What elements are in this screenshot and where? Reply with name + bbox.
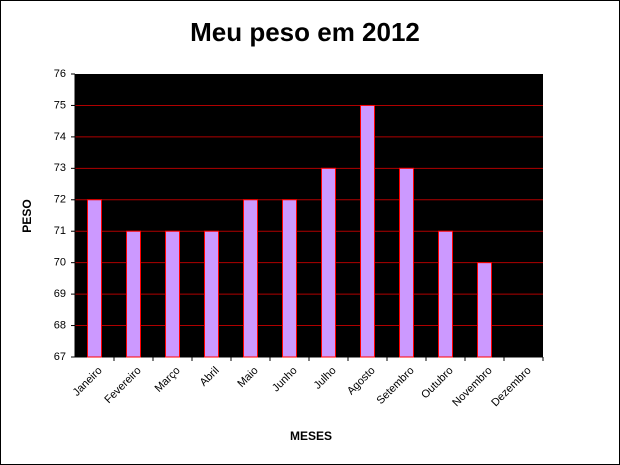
bar	[477, 262, 492, 358]
bar	[204, 230, 219, 358]
bar	[321, 167, 336, 358]
y-tick-label: 67	[54, 351, 66, 363]
y-tick-label: 69	[54, 288, 66, 300]
bar	[126, 230, 141, 358]
bar	[87, 199, 102, 358]
bar	[399, 167, 414, 358]
bar	[438, 230, 453, 358]
bar	[360, 104, 375, 358]
bar	[243, 199, 258, 358]
plot-area	[75, 74, 543, 357]
y-tick-label: 76	[54, 68, 66, 80]
bar	[282, 199, 297, 358]
y-tick-label: 70	[54, 257, 66, 269]
bar	[165, 230, 180, 358]
chart-title: Meu peso em 2012	[190, 17, 420, 47]
y-tick-label: 68	[54, 319, 66, 331]
y-tick-label: 71	[54, 225, 66, 237]
y-tick-label: 75	[54, 99, 66, 111]
y-axis-title: PESO	[20, 199, 34, 232]
x-axis-title: MESES	[290, 429, 332, 443]
y-tick-label: 74	[54, 131, 66, 143]
y-tick-label: 72	[54, 194, 66, 206]
y-tick-label: 73	[54, 162, 66, 174]
